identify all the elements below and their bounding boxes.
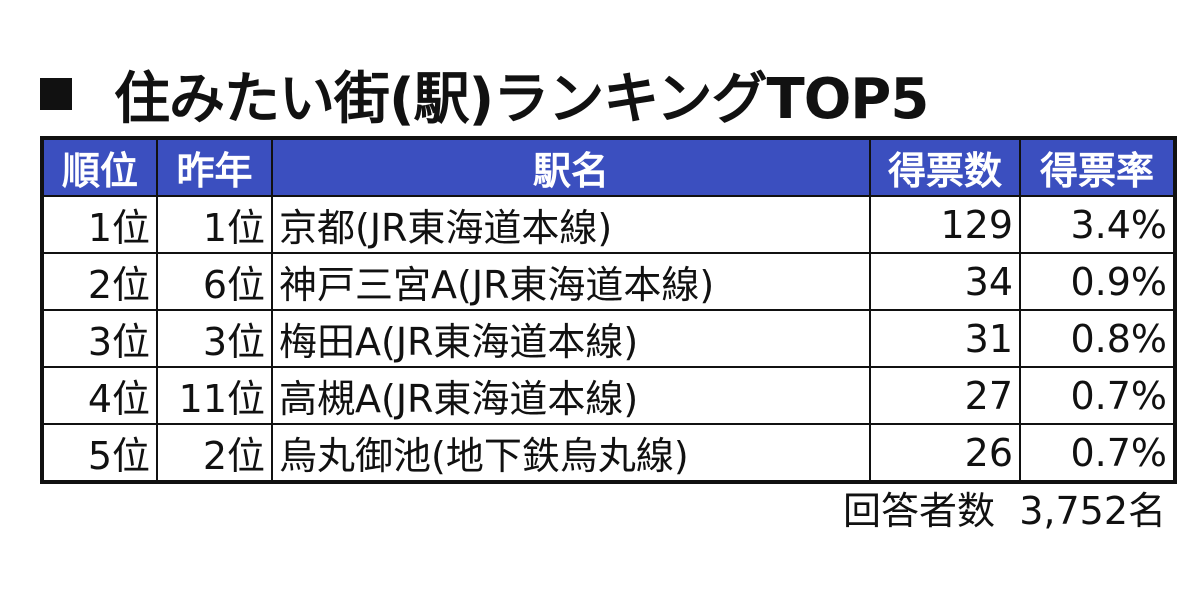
cell-rate: 0.7% <box>1019 423 1176 483</box>
header-votes: 得票数 <box>869 137 1021 197</box>
header-station: 駅名 <box>271 137 871 197</box>
cell-last-year: 11位 <box>156 366 273 425</box>
cell-rank: 5位 <box>41 423 158 483</box>
cell-station: 梅田A(JR東海道本線) <box>271 309 871 368</box>
header-last-year: 昨年 <box>156 137 273 197</box>
cell-station: 京都(JR東海道本線) <box>271 195 871 254</box>
cell-rate: 0.8% <box>1019 309 1176 368</box>
cell-rate: 3.4% <box>1019 195 1176 254</box>
cell-votes: 26 <box>869 423 1021 483</box>
title-text: 住みたい街(駅)ランキングTOP5 <box>114 66 929 132</box>
cell-rank: 3位 <box>41 309 158 368</box>
cell-station: 烏丸御池(地下鉄烏丸線) <box>271 423 871 483</box>
table-row: 3位 3位 梅田A(JR東海道本線) 31 0.8% <box>41 309 1176 368</box>
cell-votes: 34 <box>869 252 1021 311</box>
table-header-row: 順位 昨年 駅名 得票数 得票率 <box>41 137 1176 197</box>
cell-votes: 31 <box>869 309 1021 368</box>
cell-votes: 27 <box>869 366 1021 425</box>
cell-last-year: 1位 <box>156 195 273 254</box>
table-row: 2位 6位 神戸三宮A(JR東海道本線) 34 0.9% <box>41 252 1176 311</box>
header-rank: 順位 <box>41 137 158 197</box>
ranking-table: 順位 昨年 駅名 得票数 得票率 1位 1位 京都(JR東海道本線) 129 3.4% 2… <box>40 136 1177 484</box>
cell-station: 高槻A(JR東海道本線) <box>271 366 871 425</box>
respondent-count: 回答者数 3,752名 <box>843 489 1166 533</box>
cell-rate: 0.7% <box>1019 366 1176 425</box>
cell-station: 神戸三宮A(JR東海道本線) <box>271 252 871 311</box>
cell-rank: 1位 <box>41 195 158 254</box>
page-title: 住みたい街(駅)ランキングTOP5 <box>40 58 929 132</box>
cell-last-year: 6位 <box>156 252 273 311</box>
cell-rank: 4位 <box>41 366 158 425</box>
table-row: 4位 11位 高槻A(JR東海道本線) 27 0.7% <box>41 366 1176 425</box>
square-bullet-icon <box>40 78 72 110</box>
cell-last-year: 3位 <box>156 309 273 368</box>
cell-last-year: 2位 <box>156 423 273 483</box>
cell-rate: 0.9% <box>1019 252 1176 311</box>
cell-rank: 2位 <box>41 252 158 311</box>
table-row: 5位 2位 烏丸御池(地下鉄烏丸線) 26 0.7% <box>41 423 1176 483</box>
table-row: 1位 1位 京都(JR東海道本線) 129 3.4% <box>41 195 1176 254</box>
cell-votes: 129 <box>869 195 1021 254</box>
header-rate: 得票率 <box>1019 137 1176 197</box>
